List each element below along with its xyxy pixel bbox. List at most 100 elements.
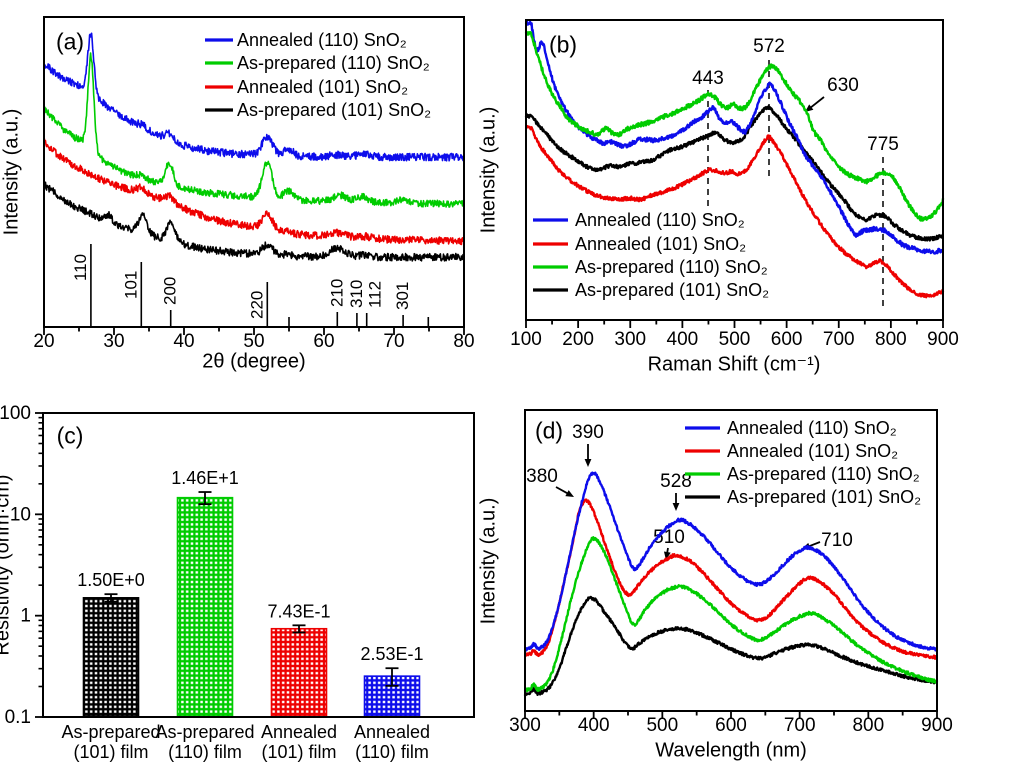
legend-label: As-prepared (110) SnO₂ <box>237 53 430 73</box>
bar-value-label: 7.43E-1 <box>267 601 330 621</box>
x-tick-label: 800 <box>875 329 907 350</box>
legend-label: Annealed (110) SnO₂ <box>237 30 407 50</box>
x-axis-title-b: Raman Shift (cm⁻¹) <box>647 353 821 376</box>
annotation-text: 528 <box>660 471 692 492</box>
annotation-arrow-head <box>565 490 574 497</box>
panel-c-resistivity: 0.1 1 10 100 1.50E+0 As-prepared (101) film 1.4… <box>0 390 480 773</box>
annotation-text: 572 <box>753 36 785 57</box>
spectrum-curve-as-prepared-110-sno- <box>523 536 939 693</box>
annotation-arrow <box>809 96 825 109</box>
annotation-text: 390 <box>572 422 604 443</box>
x-tick-label: 700 <box>823 329 855 350</box>
y-tick-label: 100 <box>0 403 31 424</box>
bar-category-label: (110) film <box>168 742 242 762</box>
legend-label: As-prepared (101) SnO₂ <box>237 100 431 120</box>
reflection-label: 112 <box>366 281 385 308</box>
spectrum-curve-as-prepared-110-sno- <box>43 52 465 208</box>
xrd-chart-canvas: 20 30 40 50 60 70 80 110 101 200 220 210 310 112 301 An… <box>33 16 475 352</box>
legend-label: Annealed (101) SnO₂ <box>237 77 408 97</box>
reflection-label: 220 <box>247 291 266 319</box>
panel-d-photoluminescence: 300 400 500 600 700 800 900 390 380 528 510 710 Anne… <box>478 390 1009 773</box>
plot-frame <box>524 409 938 712</box>
annotation-text: 710 <box>821 530 853 551</box>
spectrum-curve-annealed-110-sno- <box>524 20 945 255</box>
bar-value-label: 1.46E+1 <box>171 468 239 488</box>
x-tick-label: 100 <box>510 329 542 350</box>
bar-category-label: (101) film <box>73 742 148 762</box>
y-tick-label: 1 <box>20 606 31 627</box>
spectrum-curve-as-prepared-101-sno- <box>524 105 945 242</box>
spectrum-curve-annealed-101-sno- <box>524 498 938 660</box>
x-tick-label: 400 <box>667 329 699 350</box>
x-tick-label: 20 <box>33 331 54 352</box>
plot-frame <box>43 16 465 328</box>
reflection-label: 110 <box>71 254 90 281</box>
panel-letter-a: (a) <box>55 28 85 55</box>
y-axis-title-b: Intensity (a.u.) <box>477 106 500 234</box>
plot-frame <box>525 19 944 321</box>
bar-value-label: 1.50E+0 <box>77 570 145 590</box>
x-tick-label: 900 <box>927 329 959 350</box>
legend-label: As-prepared (110) SnO₂ <box>575 257 768 277</box>
panel-letter-d: (d) <box>534 417 564 444</box>
x-tick-label: 80 <box>453 331 474 352</box>
x-tick-label: 600 <box>715 715 747 736</box>
y-axis-title-a: Intensity (a.u.) <box>0 108 23 236</box>
bar-annealed-101-film <box>270 627 328 717</box>
panel-letter-c: (c) <box>56 422 84 449</box>
y-tick-label: 10 <box>10 504 31 525</box>
reflection-label: 101 <box>121 271 140 299</box>
spectrum-curve-annealed-110-sno- <box>43 32 465 162</box>
bar-as-prepared-110-film <box>176 496 234 717</box>
reflection-label: 310 <box>347 280 366 308</box>
annotation-text: 380 <box>526 466 558 487</box>
bar-category-label: As-prepared <box>61 722 160 742</box>
bar-category-label: As-prepared <box>155 722 254 742</box>
annotation-arrow-head <box>672 503 680 511</box>
x-tick-label: 30 <box>103 331 124 352</box>
legend-label: Annealed (110) SnO₂ <box>727 418 897 438</box>
bar-value-label: 2.53E-1 <box>360 644 423 664</box>
x-tick-label: 400 <box>578 715 610 736</box>
bar-category-label: Annealed <box>354 722 430 742</box>
x-tick-label: 800 <box>852 715 884 736</box>
x-tick-label: 900 <box>921 715 953 736</box>
x-axis-title-a: 2θ (degree) <box>202 350 306 373</box>
spectrum-curve-annealed-101-sno- <box>525 125 945 299</box>
annotation-text: 775 <box>867 134 899 155</box>
reflection-label: 301 <box>393 282 412 310</box>
bar-category-label: (110) film <box>355 742 429 762</box>
annotation-text: 630 <box>827 75 859 96</box>
spectrum-curve-annealed-101-sno- <box>43 138 465 246</box>
x-tick-label: 300 <box>509 715 541 736</box>
bar-category-label: Annealed <box>261 722 337 742</box>
plot-frame <box>42 412 475 718</box>
spectrum-curve-as-prepared-101-sno- <box>43 181 465 262</box>
x-tick-label: 600 <box>771 329 803 350</box>
legend-label: As-prepared (110) SnO₂ <box>727 464 920 484</box>
spectrum-curve-as-prepared-101-sno- <box>523 595 939 697</box>
panel-b-raman: 100 200 300 400 500 600 700 800 900 443 572 775 630 A… <box>477 0 1009 390</box>
legend-label: Annealed (101) SnO₂ <box>727 441 898 461</box>
x-tick-label: 50 <box>243 331 264 352</box>
x-axis-title-d: Wavelength (nm) <box>655 739 807 762</box>
annotation-arrow <box>555 486 570 495</box>
reflection-label: 200 <box>161 277 180 305</box>
panel-letter-b: (b) <box>548 31 578 58</box>
legend-label: Annealed (101) SnO₂ <box>575 234 746 254</box>
spectrum-curve-annealed-110-sno- <box>524 471 938 652</box>
annotation-arrow-head <box>584 459 592 467</box>
y-axis-title-c: Resistivity (ohm·cm) <box>0 474 14 656</box>
bar-category-label: (101) film <box>261 742 336 762</box>
reflection-label: 210 <box>327 279 346 307</box>
panel-a-xrd: 20 30 40 50 60 70 80 110 101 200 220 210 310 112 301 An… <box>0 0 480 390</box>
legend-label: Annealed (110) SnO₂ <box>575 210 745 230</box>
x-tick-label: 700 <box>784 715 816 736</box>
spectrum-curve-as-prepared-110-sno- <box>524 31 945 222</box>
x-tick-label: 500 <box>719 329 751 350</box>
x-tick-label: 40 <box>173 331 194 352</box>
legend-label: As-prepared (101) SnO₂ <box>575 280 769 300</box>
